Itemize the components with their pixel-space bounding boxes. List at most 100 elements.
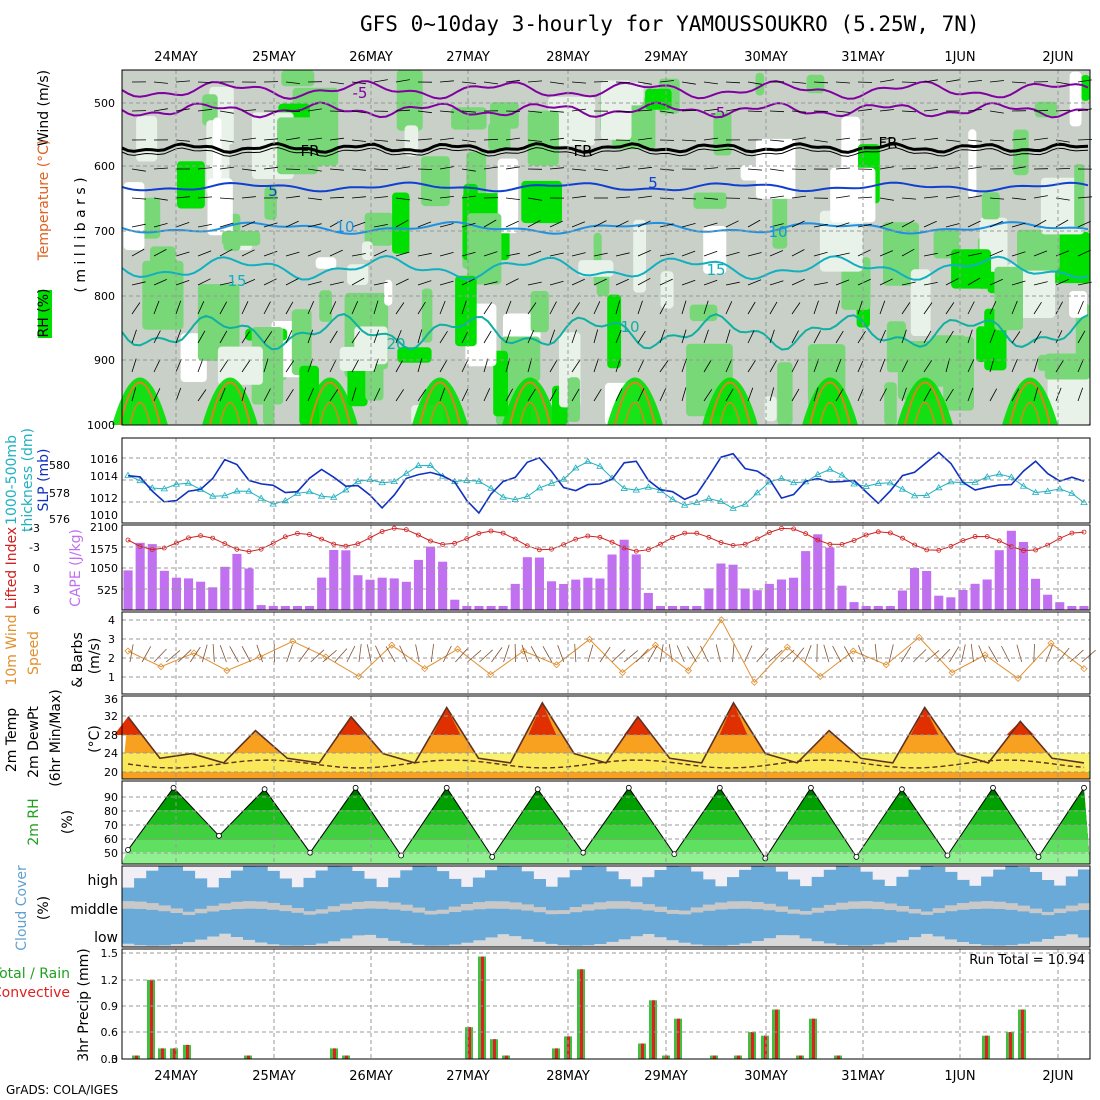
- wind-barb-10m: [900, 646, 912, 663]
- wind-barb: [593, 81, 609, 83]
- rh-patch: [567, 377, 580, 422]
- cloud-low-bar: [291, 920, 304, 946]
- cloud-low-bar: [255, 920, 268, 943]
- wind-barb: [989, 278, 1003, 286]
- rh-patch: [521, 180, 562, 224]
- thickness-point: [898, 485, 907, 492]
- wind-barb: [461, 330, 469, 344]
- rh-axis-label: RH (%): [36, 289, 52, 338]
- wind-barb: [439, 300, 446, 315]
- wind-barb: [197, 301, 205, 315]
- wind-barb: [945, 330, 954, 344]
- wind-barb: [879, 221, 894, 228]
- thickness-point: [160, 485, 169, 492]
- cloud-middle-gap: [581, 904, 595, 911]
- wind-barb: [461, 359, 469, 373]
- cloud-high-bar: [182, 870, 196, 893]
- precip-convective-bar: [493, 1039, 496, 1059]
- thickness-point: [221, 491, 229, 499]
- precip-convective-bar: [135, 1055, 138, 1059]
- wind-barb: [307, 250, 322, 257]
- contour-label: -5: [711, 104, 726, 122]
- wind-barb: [637, 277, 651, 286]
- cloud-high-bar: [848, 866, 861, 893]
- wind-barb: [461, 300, 467, 315]
- precip-tick-label: 1.2: [101, 974, 119, 987]
- wind-speed-point: [783, 643, 791, 651]
- wind-barb-10m: [298, 647, 310, 663]
- wind-barb: [153, 330, 161, 344]
- wind-barb: [219, 387, 226, 402]
- cloud-low-bar: [1065, 920, 1079, 935]
- date-label-bottom: 28MAY: [546, 1069, 590, 1084]
- lifted-index-point: [524, 543, 530, 549]
- cloud-middle-gap: [243, 901, 256, 909]
- wind-barb: [879, 250, 894, 257]
- wind-barb-10m: [668, 644, 673, 663]
- cape-bar: [776, 579, 786, 610]
- lifted-index-point: [222, 541, 228, 547]
- contour-label: FR: [300, 142, 319, 160]
- rh-point: [489, 854, 496, 860]
- wind-barb: [681, 223, 696, 228]
- wind-barb: [945, 139, 960, 142]
- wind-barb-10m: [358, 644, 362, 663]
- wind-barb: [329, 219, 343, 228]
- wind-barb: [945, 167, 960, 170]
- wind-speed-point: [124, 647, 132, 655]
- wind-barb: [747, 168, 763, 171]
- rh-tick-label: 80: [104, 805, 118, 818]
- cloud-low-bar: [182, 920, 196, 943]
- cloud-middle-gap: [230, 901, 244, 910]
- cloud-panel-frame: [121, 865, 1091, 948]
- wind-barb: [725, 388, 734, 402]
- wind-barb: [527, 110, 542, 113]
- wind-barb: [813, 387, 819, 402]
- lifted-index-tick-label: -3: [29, 541, 40, 554]
- cloud-middle-gap: [969, 901, 982, 909]
- cape-bar: [849, 602, 859, 610]
- wind-barb: [857, 359, 864, 373]
- wind-barb: [329, 359, 337, 373]
- cloud-high-bar: [497, 866, 510, 893]
- wind-barb: [901, 167, 917, 170]
- wind-barb: [1077, 220, 1091, 228]
- wind-barb: [945, 223, 960, 228]
- wind-barb: [285, 137, 300, 141]
- wind-barb: [813, 358, 820, 373]
- thickness-point: [983, 473, 991, 480]
- wind-barb: [505, 79, 520, 83]
- cape-bar: [994, 550, 1004, 610]
- wind-barb: [725, 220, 739, 228]
- wind-barb: [615, 388, 623, 402]
- cloud-high-bar: [884, 886, 897, 893]
- wind-barb: [351, 277, 365, 286]
- cloud-middle-gap: [424, 910, 438, 915]
- wind-barb: [989, 358, 995, 373]
- rh-patch: [207, 178, 233, 236]
- cape-bar: [534, 557, 544, 610]
- wind-barb: [329, 330, 338, 344]
- wind-barb: [747, 219, 761, 228]
- wind-barb: [285, 251, 300, 257]
- cloud-low-bar: [981, 920, 994, 946]
- wind-barb: [373, 249, 387, 257]
- wind-barb: [681, 329, 687, 344]
- wind-barb: [659, 110, 674, 114]
- wind-barb: [197, 108, 212, 112]
- thickness-axis-label-1: 1000-500mb: [4, 435, 20, 525]
- cape-bar: [571, 579, 581, 610]
- wind-barb: [131, 329, 137, 344]
- wind-barb: [593, 329, 599, 344]
- wind-barb: [483, 281, 498, 286]
- wind-barb: [373, 224, 388, 228]
- date-label-top: 29MAY: [644, 50, 688, 65]
- rh-patch: [1040, 177, 1085, 235]
- cloud-middle-gap: [714, 902, 728, 910]
- thickness-point: [305, 487, 314, 495]
- precip-convective-bar: [173, 1048, 176, 1059]
- temp-line: [127, 701, 1085, 764]
- lifted-index-point: [1069, 530, 1075, 536]
- cloud-middle-gap: [642, 904, 655, 911]
- cape-bar: [1043, 594, 1053, 610]
